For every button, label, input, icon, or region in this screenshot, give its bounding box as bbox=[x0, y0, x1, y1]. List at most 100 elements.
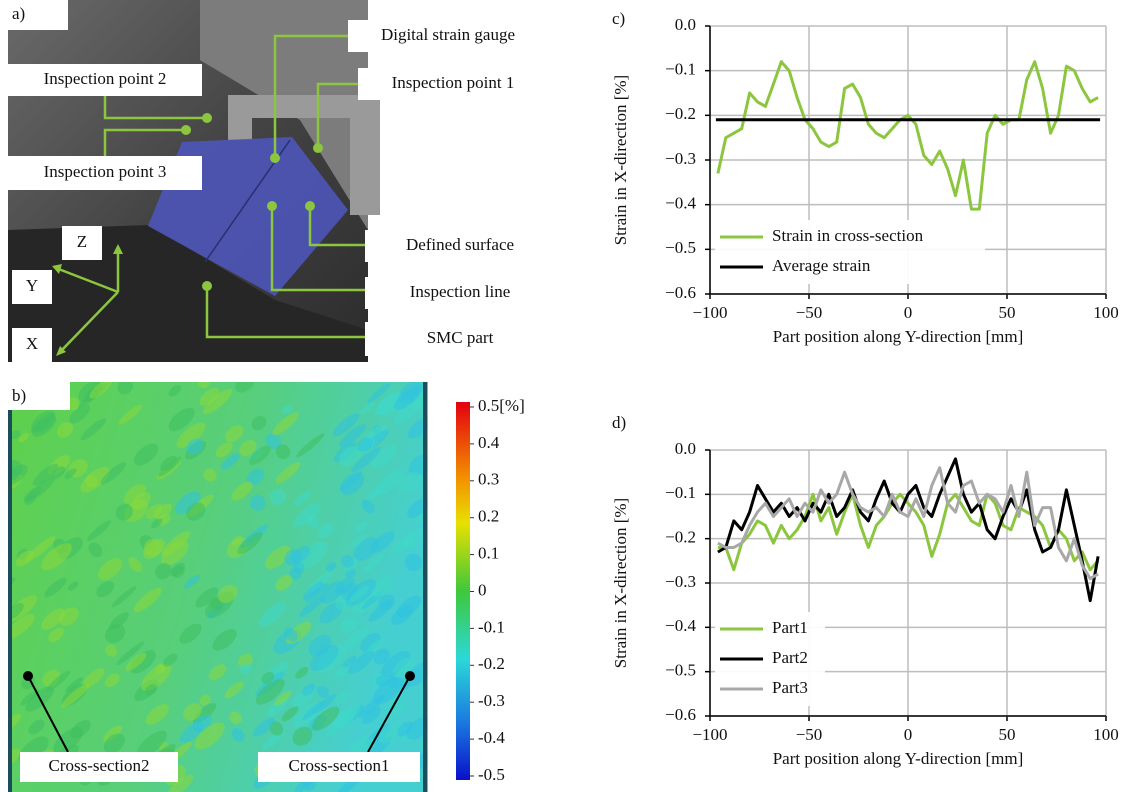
strain-blob bbox=[334, 704, 361, 728]
strain-blob bbox=[240, 663, 252, 675]
photo-machine bbox=[200, 0, 368, 230]
strain-blob bbox=[249, 494, 266, 511]
label-box bbox=[348, 20, 548, 52]
strain-blob bbox=[199, 694, 211, 706]
annotation: Inspection line bbox=[410, 282, 511, 301]
strain-blob bbox=[145, 503, 163, 520]
colorbar-tick-label: 0.4 bbox=[478, 433, 500, 452]
panel-label: a) bbox=[12, 4, 25, 23]
strain-blob bbox=[362, 554, 385, 573]
axis-arrow bbox=[55, 266, 119, 294]
label-box bbox=[365, 322, 555, 356]
strain-blob bbox=[296, 433, 325, 458]
strain-blob bbox=[403, 529, 424, 549]
y-tick-label: −0.3 bbox=[665, 149, 696, 168]
label-box bbox=[8, 156, 202, 190]
strain-blob bbox=[125, 652, 147, 671]
arrow-head bbox=[113, 244, 123, 254]
strain-blob bbox=[354, 520, 368, 533]
strain-blob bbox=[265, 545, 291, 569]
strain-blob bbox=[249, 445, 271, 465]
leader-line bbox=[205, 286, 365, 339]
strain-blob bbox=[199, 387, 220, 406]
strain-blob bbox=[292, 561, 305, 574]
strain-blob bbox=[360, 401, 375, 415]
strain-blob bbox=[89, 382, 113, 399]
strain-blob bbox=[284, 549, 302, 566]
annotation: Cross-section2 bbox=[48, 756, 149, 775]
y-tick-label: 0.0 bbox=[675, 439, 696, 458]
strain-blob bbox=[292, 726, 313, 746]
legend-label: Strain in cross-section bbox=[772, 226, 924, 245]
strain-blob bbox=[175, 491, 201, 515]
strain-blob bbox=[398, 471, 422, 494]
annotation: Cross-section1 bbox=[288, 756, 389, 775]
strain-blob bbox=[404, 553, 423, 572]
strain-blob bbox=[28, 719, 45, 735]
strain-blob bbox=[145, 704, 169, 725]
strain-blob bbox=[275, 574, 293, 591]
strain-blob bbox=[370, 445, 397, 469]
data-line bbox=[717, 457, 1100, 603]
strain-blob bbox=[281, 706, 299, 722]
strain-blob bbox=[326, 561, 337, 572]
strain-blob bbox=[51, 466, 66, 480]
colorbar-tick-label: -0.2 bbox=[478, 654, 505, 673]
x-axis-label: Part position along Y-direction [mm] bbox=[773, 749, 1024, 768]
strain-blob bbox=[253, 717, 275, 737]
arrow-head bbox=[56, 346, 66, 356]
strain-blob bbox=[48, 627, 64, 643]
strain-blob bbox=[381, 651, 411, 678]
label-box bbox=[12, 328, 52, 362]
strain-blob bbox=[100, 462, 127, 485]
cross-section-dot bbox=[405, 671, 415, 681]
y-tick-label: −0.2 bbox=[665, 104, 696, 123]
axis-name: X bbox=[26, 334, 38, 353]
cross-section-pointer bbox=[367, 675, 411, 753]
strain-blob bbox=[335, 577, 355, 595]
strain-blob bbox=[98, 558, 123, 581]
strain-blob bbox=[105, 673, 120, 688]
label-box bbox=[8, 382, 70, 410]
strain-blob bbox=[367, 382, 391, 403]
strain-blob bbox=[302, 700, 325, 720]
strain-blob bbox=[297, 541, 329, 570]
colorbar-tick-label: 0.1 bbox=[478, 544, 499, 563]
strain-blob bbox=[64, 468, 77, 480]
leader-dot bbox=[270, 153, 280, 163]
charts: c) −100 −50 0 50 100 0.0 −0.1 −0.2 −0.3 −0.4 −0.5 −0… bbox=[611, 9, 1119, 768]
strain-blob bbox=[392, 657, 412, 674]
strain-blob bbox=[366, 638, 384, 654]
strain-blob bbox=[137, 730, 167, 758]
strain-blob bbox=[340, 472, 365, 495]
strain-blob bbox=[350, 533, 367, 548]
strain-blob bbox=[203, 468, 217, 482]
strain-blob bbox=[302, 581, 324, 600]
strain-blob bbox=[202, 388, 233, 415]
strain-blob bbox=[284, 627, 298, 642]
label-box bbox=[20, 752, 178, 782]
strain-blob bbox=[238, 653, 253, 668]
label-box bbox=[365, 277, 555, 309]
x-tick-label: −50 bbox=[796, 303, 823, 322]
strain-blob bbox=[56, 422, 74, 438]
data-line bbox=[716, 60, 1099, 211]
strain-blob bbox=[231, 481, 253, 501]
strain-blob bbox=[96, 580, 115, 598]
strain-blob bbox=[85, 475, 98, 488]
strain-blob bbox=[168, 385, 182, 397]
x-tick-label: 100 bbox=[1093, 303, 1119, 322]
strain-blob bbox=[395, 659, 417, 679]
leader-line bbox=[316, 82, 358, 148]
strain-blob bbox=[265, 433, 282, 450]
colorbar-tick-label: -0.1 bbox=[478, 617, 505, 636]
strain-blob bbox=[154, 503, 173, 520]
strain-blob bbox=[295, 666, 309, 679]
strain-blob bbox=[272, 412, 299, 436]
y-tick-label: −0.6 bbox=[665, 705, 696, 724]
colorbar-tick-label: 0.5[%] bbox=[478, 396, 525, 415]
y-tick-label: 0.0 bbox=[675, 15, 696, 34]
y-tick-label: −0.5 bbox=[665, 238, 696, 257]
colorbar-tick-label: 0 bbox=[478, 580, 487, 599]
leader-line bbox=[270, 206, 365, 292]
